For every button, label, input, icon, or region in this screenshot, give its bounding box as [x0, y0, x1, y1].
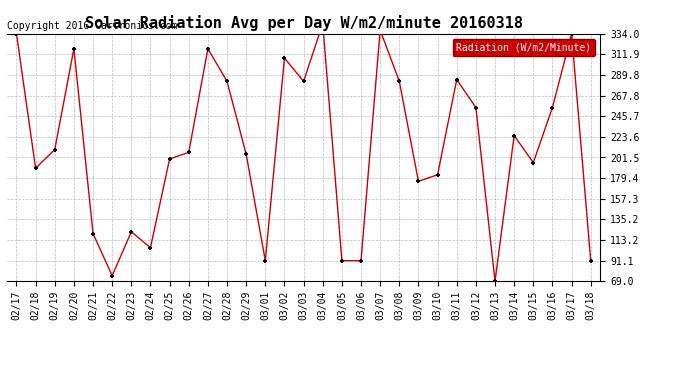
Point — [413, 178, 424, 184]
Point — [164, 156, 175, 162]
Point — [298, 78, 309, 84]
Point — [547, 105, 558, 111]
Point — [528, 160, 539, 166]
Point — [145, 244, 156, 250]
Point — [202, 46, 213, 52]
Point — [394, 78, 405, 84]
Point — [509, 132, 520, 138]
Title: Solar Radiation Avg per Day W/m2/minute 20160318: Solar Radiation Avg per Day W/m2/minute … — [85, 15, 522, 31]
Point — [375, 27, 386, 33]
Point — [49, 147, 60, 153]
Point — [279, 55, 290, 61]
Point — [260, 258, 271, 264]
Point — [126, 229, 137, 235]
Point — [68, 46, 79, 52]
Point — [241, 151, 252, 157]
Point — [585, 258, 596, 264]
Point — [489, 278, 500, 284]
Point — [317, 21, 328, 27]
Point — [30, 165, 41, 171]
Point — [432, 172, 443, 178]
Point — [355, 258, 366, 264]
Point — [471, 105, 482, 111]
Point — [336, 258, 347, 264]
Point — [451, 76, 462, 82]
Text: Copyright 2016 Cartronics.com: Copyright 2016 Cartronics.com — [7, 21, 177, 31]
Point — [11, 31, 22, 37]
Point — [184, 149, 195, 155]
Point — [566, 31, 577, 37]
Point — [107, 273, 118, 279]
Point — [88, 231, 99, 237]
Point — [221, 78, 233, 84]
Legend: Radiation (W/m2/Minute): Radiation (W/m2/Minute) — [453, 39, 595, 56]
